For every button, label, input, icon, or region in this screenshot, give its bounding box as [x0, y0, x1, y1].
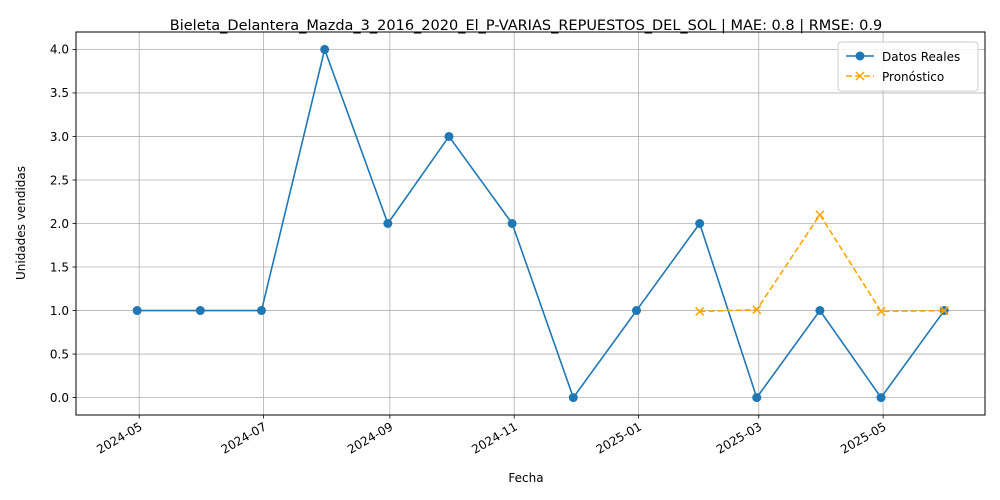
- legend-label-pronostico: Pronóstico: [882, 70, 944, 84]
- data-point-forecast: [939, 306, 949, 316]
- x-tick-label: 2024-11: [469, 419, 519, 456]
- x-tick-label: 2025-01: [594, 419, 644, 456]
- x-tick-label: 2024-09: [345, 419, 395, 456]
- y-tick-label: 3.5: [50, 86, 69, 100]
- data-point-forecast: [695, 306, 705, 316]
- legend-marker-pronostico: [855, 71, 865, 81]
- legend-marker-datos-reales: [855, 51, 865, 61]
- data-point-real: [256, 306, 266, 316]
- data-point-forecast: [876, 306, 886, 316]
- data-point-forecast: [815, 210, 825, 220]
- y-tick-label: 2.5: [50, 173, 69, 187]
- grid: [76, 32, 985, 415]
- data-point-real: [507, 219, 517, 228]
- y-tick-label: 2.0: [50, 217, 69, 231]
- data-point-real: [815, 306, 825, 316]
- y-tick-label: 0.5: [50, 347, 69, 361]
- legend-box: [837, 41, 979, 92]
- data-point-real: [444, 131, 454, 141]
- data-point-real: [320, 44, 330, 54]
- legend: Datos Reales Pronóstico: [837, 41, 979, 92]
- x-tick-label: 2024-05: [94, 419, 144, 456]
- series-line-datos-reales: [137, 46, 945, 400]
- chart-title: Bieleta_Delantera_Mazda_3_2016_2020_El_P…: [170, 18, 882, 34]
- series-line-pronostico: [699, 213, 945, 313]
- data-point-real: [195, 306, 205, 316]
- plot-series: [132, 44, 949, 403]
- data-point-real: [568, 393, 578, 403]
- x-tick-label: 2025-03: [714, 419, 764, 456]
- y-tick-label: 1.0: [50, 304, 69, 318]
- data-point-real: [383, 219, 393, 228]
- y-tick-label: 1.5: [50, 260, 69, 274]
- y-tick-label: 0.0: [50, 391, 69, 405]
- x-axis-title: Fecha: [508, 471, 543, 485]
- data-point-real: [752, 393, 762, 403]
- x-tick-label: 2024-07: [219, 419, 269, 456]
- data-point-forecast: [752, 305, 762, 315]
- legend-label-datos-reales: Datos Reales: [882, 50, 960, 64]
- data-point-real: [876, 393, 886, 403]
- data-point-real: [631, 306, 641, 316]
- x-tick-label: 2025-05: [838, 419, 888, 456]
- y-tick-label: 3.0: [50, 130, 69, 144]
- y-tick-label: 4.0: [50, 43, 69, 57]
- data-point-real: [695, 219, 705, 228]
- data-point-real: [132, 306, 142, 316]
- axis-ticks: 0.0 0.5 1.0 1.5 2.0 2.5 3.0 3.5 4.0 2024-05 2024-0…: [50, 43, 889, 457]
- y-axis-title: Unidades vendidas: [14, 166, 28, 280]
